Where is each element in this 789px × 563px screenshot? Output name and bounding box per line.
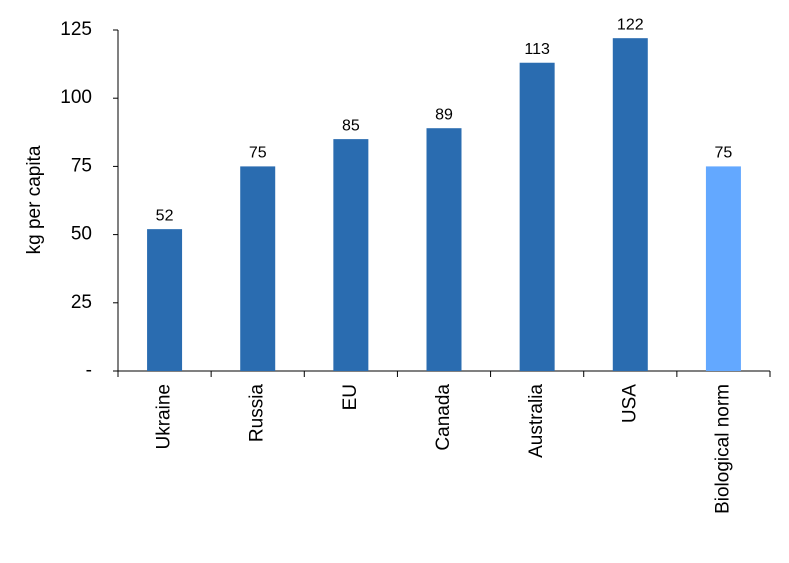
value-label: 122	[617, 16, 644, 33]
bar	[333, 139, 369, 371]
x-tick-label: Biological norm	[712, 384, 733, 514]
value-label: 85	[342, 117, 360, 134]
value-label: 75	[715, 145, 733, 162]
bar	[426, 128, 462, 371]
y-tick-label: 25	[71, 292, 92, 313]
x-tick-label: EU	[340, 384, 361, 410]
y-tick-label: 125	[60, 19, 92, 40]
value-label: 113	[524, 41, 550, 58]
x-tick-label: Russia	[247, 384, 268, 443]
value-label: 52	[156, 207, 174, 224]
y-tick-label: 100	[60, 87, 92, 108]
bar	[519, 62, 555, 372]
x-tick-label: Australia	[526, 384, 547, 458]
bar	[612, 38, 648, 372]
y-tick-label: 50	[71, 224, 92, 245]
value-label: 75	[249, 145, 267, 162]
x-tick-label: Canada	[433, 384, 454, 451]
value-label: 89	[435, 106, 453, 123]
bar	[147, 229, 183, 371]
y-axis-label: kg per capita	[24, 145, 45, 254]
bar	[705, 166, 741, 371]
y-tick-label: 75	[71, 155, 92, 176]
bar	[240, 166, 276, 371]
x-tick-label: Ukraine	[154, 384, 175, 449]
y-tick-label: -	[86, 360, 92, 381]
x-tick-label: USA	[619, 384, 640, 423]
